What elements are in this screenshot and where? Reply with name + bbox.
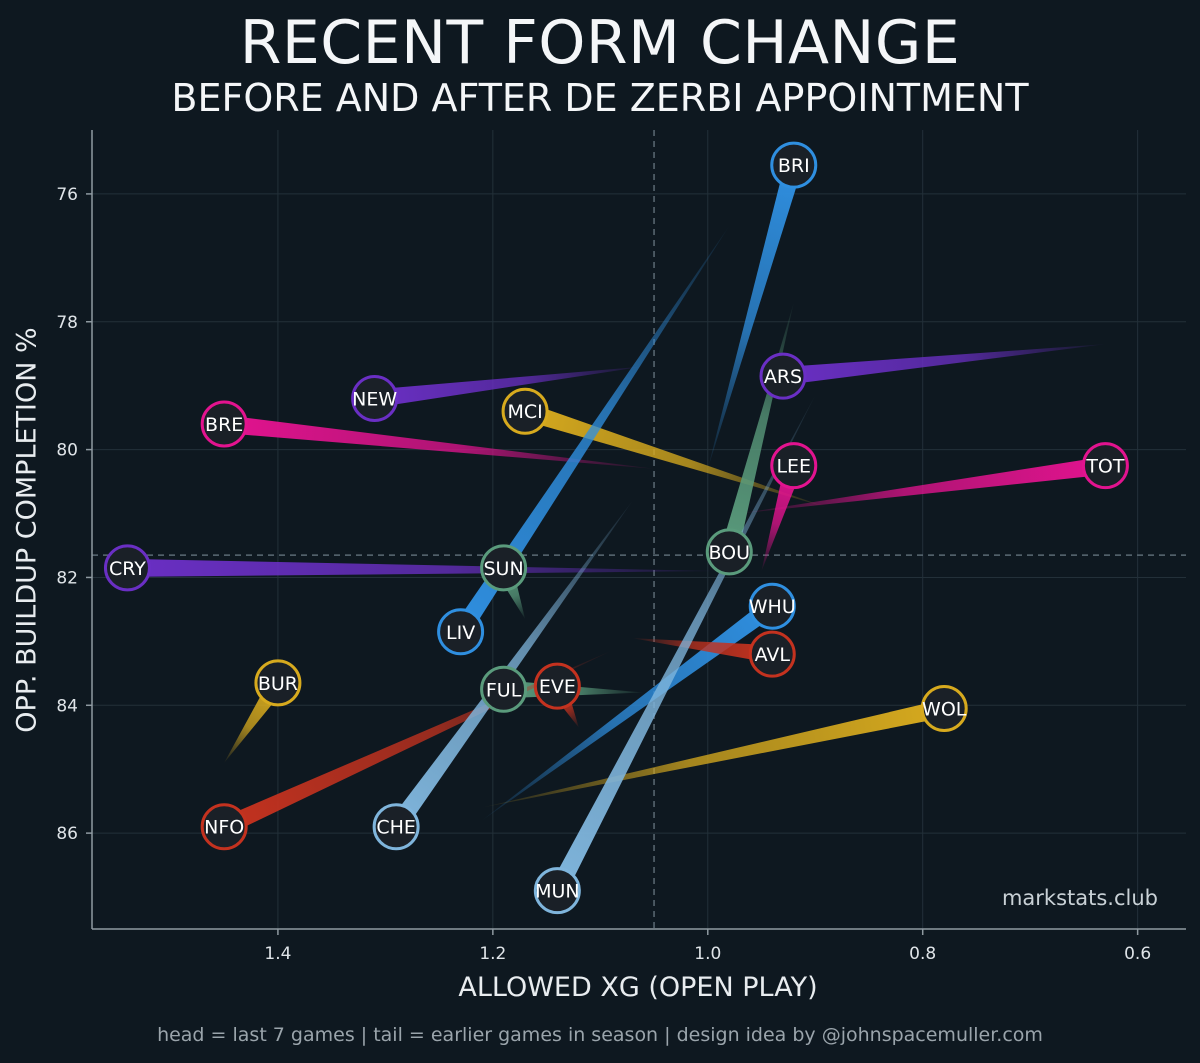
trail-new xyxy=(373,366,644,408)
trail-wol xyxy=(482,699,947,808)
team-marker-bre: BRE xyxy=(200,400,248,448)
team-label: ARS xyxy=(764,366,802,388)
team-circle xyxy=(200,400,248,448)
reference-lines xyxy=(92,130,1186,929)
team-marker-avl: AVL xyxy=(748,630,796,678)
x-tick-label: 1.4 xyxy=(264,944,291,964)
team-label: LIV xyxy=(446,622,475,644)
tick-labels: 1.4 1.2 1.0 0.8 0.6 76 78 80 82 84 86 xyxy=(56,185,1151,964)
team-circle xyxy=(705,528,753,576)
trail-avl xyxy=(632,638,774,664)
team-marker-sun: SUN xyxy=(480,544,528,592)
team-circle xyxy=(533,662,581,710)
x-tick-label: 1.0 xyxy=(694,944,721,964)
team-circle xyxy=(1081,442,1129,490)
team-marker-wol: WOL xyxy=(920,684,968,732)
team-label: WOL xyxy=(922,698,967,720)
trail-lee xyxy=(761,462,803,572)
team-label: FUL xyxy=(486,679,522,701)
y-tick-label: 82 xyxy=(56,568,78,588)
team-circle xyxy=(103,544,151,592)
team-circle xyxy=(501,387,549,435)
team-marker-whu: WHU xyxy=(748,582,796,630)
team-label: BUR xyxy=(258,673,298,695)
trail-liv xyxy=(453,225,730,637)
trail-ars xyxy=(782,344,1106,386)
y-axis-label: OPP. BUILDUP COMPLETION % xyxy=(11,327,43,733)
x-tick-label: 0.8 xyxy=(909,944,936,964)
trail-cry xyxy=(127,558,719,577)
team-circle xyxy=(372,803,420,851)
team-label: BRE xyxy=(205,414,243,436)
team-label: WHU xyxy=(749,596,796,618)
y-tick-label: 76 xyxy=(56,185,78,205)
team-marker-che: CHE xyxy=(372,803,420,851)
trail-bri xyxy=(707,162,803,469)
team-label: NFO xyxy=(204,817,244,839)
footnote: head = last 7 games | tail = earlier gam… xyxy=(157,1024,1043,1046)
team-circle xyxy=(748,582,796,630)
team-marker-mun: MUN xyxy=(533,867,581,915)
trail-bre xyxy=(223,415,655,469)
chart-title: RECENT FORM CHANGE xyxy=(239,8,961,78)
team-label: BOU xyxy=(708,542,750,564)
team-marker-ars: ARS xyxy=(759,352,807,400)
x-tick-label: 1.2 xyxy=(479,944,506,964)
team-marker-lee: LEE xyxy=(770,442,818,490)
team-marker-new: NEW xyxy=(351,374,399,422)
team-label: CRY xyxy=(109,558,146,580)
trail-che xyxy=(388,500,633,833)
team-marker-bou: BOU xyxy=(705,528,753,576)
team-marker-tot: TOT xyxy=(1081,442,1129,490)
team-label: BRI xyxy=(778,155,810,177)
trail-whu xyxy=(482,598,778,821)
x-axis-label: ALLOWED XG (OPEN PLAY) xyxy=(458,972,818,1003)
chart-subtitle: BEFORE AND AFTER DE ZERBI APPOINTMENT xyxy=(171,76,1029,120)
team-circle xyxy=(770,442,818,490)
team-label: TOT xyxy=(1085,456,1125,478)
team-circle xyxy=(480,665,528,713)
team-marker-cry: CRY xyxy=(103,544,151,592)
team-label: LEE xyxy=(776,456,811,478)
y-tick-label: 86 xyxy=(56,824,78,844)
team-circle xyxy=(254,659,302,707)
team-marker-ful: FUL xyxy=(480,665,528,713)
watermark: markstats.club xyxy=(1001,886,1158,910)
y-tick-label: 78 xyxy=(56,313,78,333)
trail-mun xyxy=(549,395,816,895)
team-circle xyxy=(759,352,807,400)
y-tick-label: 80 xyxy=(56,441,78,461)
team-label: AVL xyxy=(755,644,791,666)
team-circle xyxy=(480,544,528,592)
team-circle xyxy=(351,374,399,422)
x-tick-label: 0.6 xyxy=(1124,944,1151,964)
trail-tot xyxy=(740,456,1107,514)
team-label: NEW xyxy=(352,388,397,410)
team-label: MCI xyxy=(507,401,542,423)
team-circle xyxy=(920,684,968,732)
team-marker-bri: BRI xyxy=(770,141,818,189)
team-circle xyxy=(770,141,818,189)
team-marker-bur: BUR xyxy=(254,659,302,707)
team-circle xyxy=(200,803,248,851)
y-tick-label: 84 xyxy=(56,696,78,716)
team-circle xyxy=(533,867,581,915)
team-marker-mci: MCI xyxy=(501,387,549,435)
team-label: EVE xyxy=(539,676,576,698)
axes xyxy=(86,130,1186,935)
team-marker-eve: EVE xyxy=(533,662,581,710)
team-marker-liv: LIV xyxy=(437,608,485,656)
team-markers: BRI ARS NEW MCI BRE LEE TOT CRY SUN BOU LIV WHU AVL B… xyxy=(103,141,1129,915)
team-label: SUN xyxy=(483,558,523,580)
team-trails xyxy=(127,162,1107,895)
team-circle xyxy=(748,630,796,678)
team-label: CHE xyxy=(376,817,416,839)
team-label: MUN xyxy=(535,881,580,903)
team-marker-nfo: NFO xyxy=(200,803,248,851)
team-circle xyxy=(437,608,485,656)
